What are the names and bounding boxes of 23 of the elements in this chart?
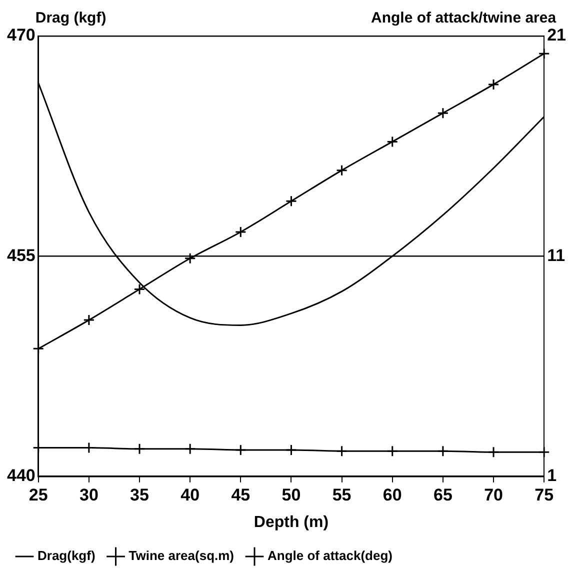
y-tick-label: 455 bbox=[6, 246, 36, 265]
y-axis-title: Drag (kgf) bbox=[35, 10, 106, 27]
x-tick-label: 70 bbox=[484, 485, 503, 504]
legend-label: Angle of attack(deg) bbox=[268, 548, 392, 564]
x-tick-label: 25 bbox=[28, 485, 48, 504]
y-tick-label: 470 bbox=[6, 26, 36, 45]
x-axis-title: Depth (m) bbox=[254, 514, 329, 531]
x-tick-label: 75 bbox=[534, 485, 554, 504]
x-tick-label: 45 bbox=[231, 485, 250, 504]
y2-axis-title: Angle of attack/twine area bbox=[371, 10, 557, 27]
legend-label: Twine area(sq.m) bbox=[128, 548, 234, 564]
x-tick-label: 55 bbox=[332, 485, 352, 504]
x-tick-label: 50 bbox=[282, 485, 301, 504]
x-tick-label: 35 bbox=[130, 485, 149, 504]
y2-tick-label: 21 bbox=[547, 26, 566, 45]
y2-tick-label: 1 bbox=[547, 466, 557, 486]
x-tick-label: 60 bbox=[382, 485, 402, 504]
x-tick-label: 40 bbox=[180, 485, 200, 504]
y-tick-label: 440 bbox=[6, 466, 36, 486]
y2-tick-label: 11 bbox=[547, 246, 566, 265]
legend-label: Drag(kgf) bbox=[38, 548, 96, 564]
x-tick-label: 65 bbox=[433, 485, 452, 504]
x-tick-label: 30 bbox=[79, 485, 98, 504]
